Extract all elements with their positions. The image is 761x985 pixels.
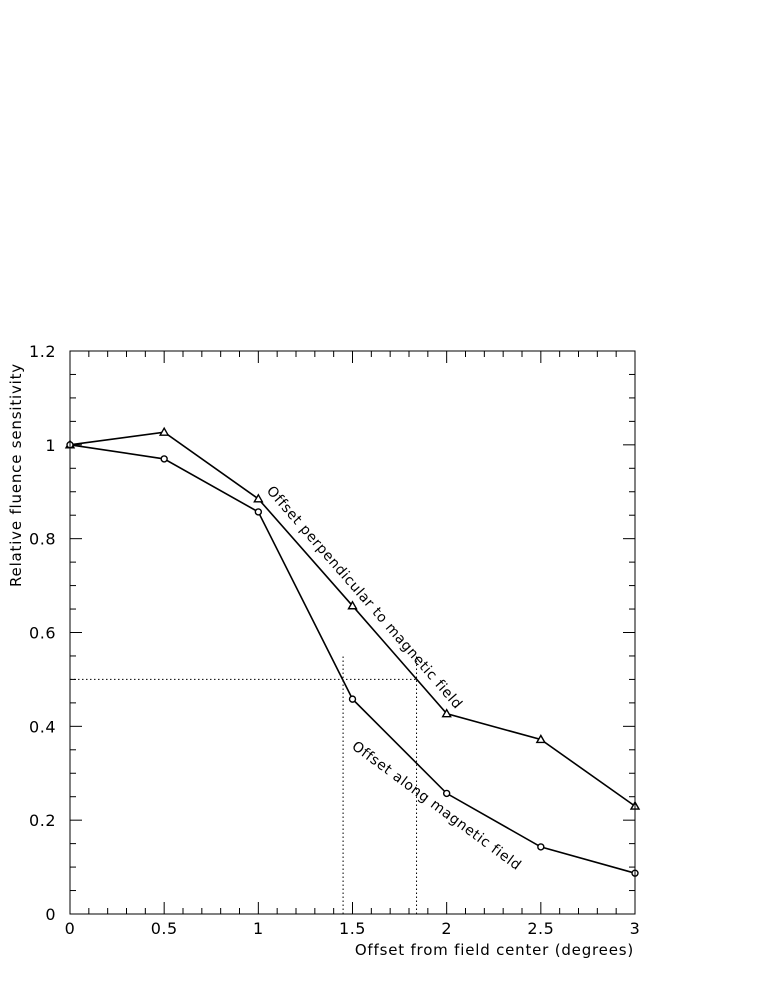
circle-marker [160, 455, 168, 463]
circle-marker [254, 508, 263, 516]
triangle-marker [158, 426, 170, 436]
y-tick-label: 0.4 [29, 717, 56, 736]
x-tick-label: 2.5 [527, 919, 554, 938]
x-tick-label: 0 [65, 919, 76, 938]
circle-marker [442, 789, 451, 798]
x-tick-label: 0.5 [151, 919, 178, 938]
annotation-along: Offset along magnetic field [349, 738, 525, 874]
series-circle-line [69, 444, 636, 874]
triangle-marker [441, 708, 452, 718]
tick-labels: 0 0.5 1 1.5 2 2.5 3 0 0.2 0.4 0.6 0.8 1 1.2 [29, 342, 640, 938]
y-axis-title: Relative fluence sensitivity [7, 363, 25, 587]
y-tick-label: 1.2 [29, 342, 56, 361]
circle-marker [348, 695, 357, 703]
tick-marks [69, 350, 636, 915]
x-tick-label: 2 [441, 919, 452, 938]
x-axis-title: Offset from field center (degrees) [355, 941, 634, 959]
x-tick-label: 3 [630, 919, 641, 938]
reference-lines [70, 655, 418, 914]
y-tick-label: 0.6 [29, 624, 56, 643]
annotation-perpendicular: Offset perpendicular to magnetic field [263, 483, 465, 712]
y-tick-label: 0.8 [29, 530, 56, 549]
y-tick-label: 0.2 [29, 811, 56, 830]
triangle-marker [253, 493, 264, 503]
triangle-marker [347, 600, 358, 610]
y-tick-label: 0 [45, 905, 56, 924]
plot-frame [69, 350, 636, 915]
x-tick-label: 1.5 [339, 919, 366, 938]
x-tick-label: 1 [253, 919, 264, 938]
triangle-marker [535, 734, 547, 744]
series-layer [64, 426, 641, 877]
y-tick-label: 1 [45, 436, 56, 455]
circle-marker [537, 843, 545, 851]
